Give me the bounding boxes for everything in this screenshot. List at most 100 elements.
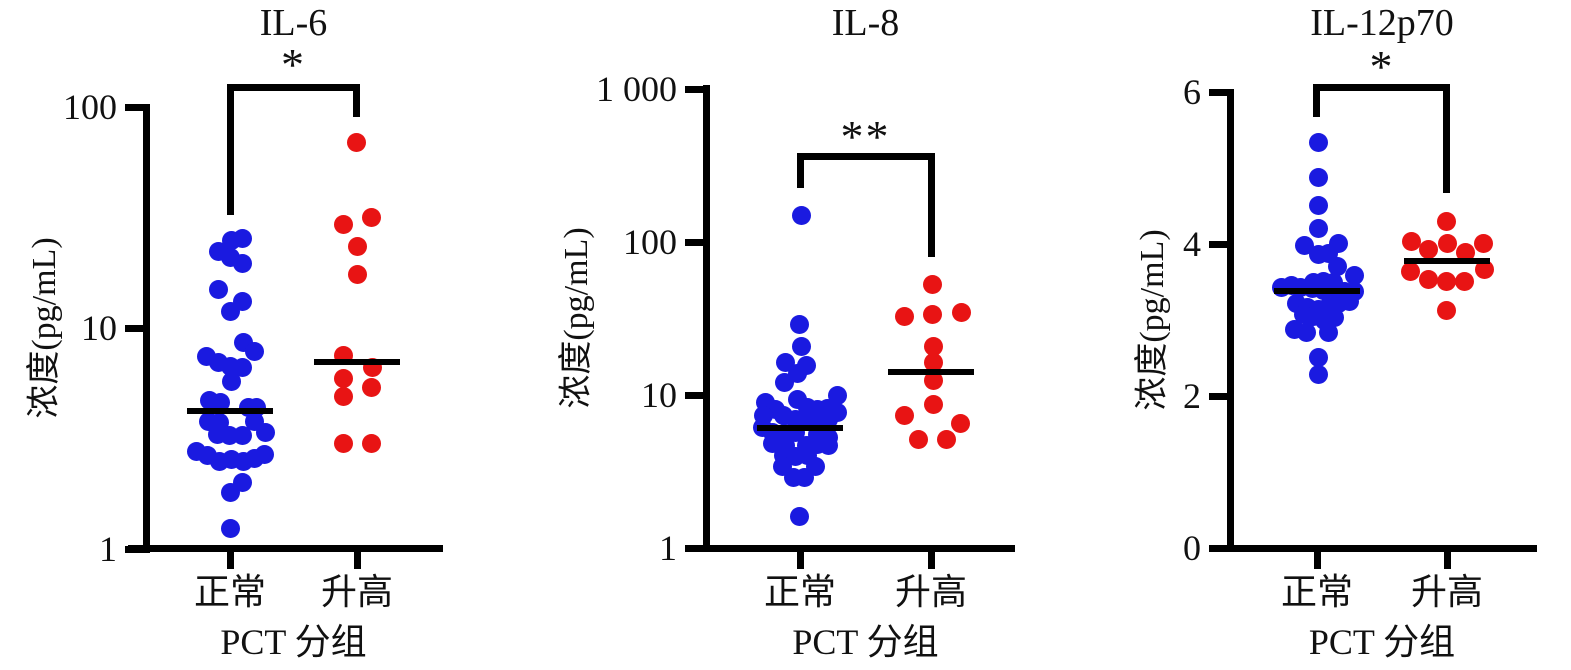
group-label-elevated: 升高 — [320, 572, 394, 612]
data-point — [922, 274, 942, 294]
data-point — [244, 342, 264, 362]
y-tick-mark — [125, 324, 150, 332]
data-point — [1308, 168, 1328, 188]
median-line — [314, 359, 400, 366]
data-point — [1454, 271, 1474, 291]
data-point — [221, 372, 241, 392]
y-tick-mark — [125, 545, 150, 553]
x-axis-line — [128, 545, 443, 552]
sig-bracket-arm-left — [1313, 84, 1320, 117]
data-point — [361, 434, 381, 454]
y-tick-label: 1 — [99, 529, 117, 569]
x-axis-line — [687, 545, 1015, 552]
data-point — [894, 405, 914, 425]
group-label-normal: 正常 — [193, 572, 267, 612]
data-point — [791, 205, 811, 225]
data-point — [254, 445, 274, 465]
data-point — [232, 358, 252, 378]
chart-title: IL-6 — [259, 2, 328, 44]
data-point — [1308, 219, 1328, 239]
x-tick-mark — [796, 552, 804, 569]
y-tick-mark — [125, 103, 150, 111]
group-label-elevated: 升高 — [1410, 572, 1484, 612]
data-point — [923, 336, 943, 356]
data-point — [210, 393, 230, 413]
median-line — [888, 369, 974, 376]
data-point — [1436, 211, 1456, 231]
data-point — [1308, 347, 1328, 367]
data-point — [936, 429, 956, 449]
x-axis-line — [1210, 545, 1537, 552]
y-tick-label: 1 000 — [596, 69, 677, 109]
y-tick-mark — [685, 391, 710, 399]
group-label-normal: 正常 — [763, 572, 837, 612]
data-point — [361, 208, 381, 228]
data-point — [922, 304, 942, 324]
data-point — [923, 370, 943, 390]
data-point — [818, 409, 838, 429]
y-axis-label: 浓度(pg/mL) — [558, 227, 595, 409]
data-point — [950, 414, 970, 434]
sig-bracket-bar — [227, 84, 360, 91]
sig-bracket-arm-right — [928, 153, 935, 257]
y-tick-mark — [1209, 544, 1234, 552]
y-tick-mark — [685, 85, 710, 93]
median-line — [187, 408, 273, 415]
significance-label: * — [1369, 41, 1395, 92]
y-axis-line — [1227, 89, 1234, 552]
data-point — [255, 423, 275, 443]
data-point — [1344, 266, 1364, 286]
data-point — [923, 394, 943, 414]
data-point — [1436, 271, 1456, 291]
x-axis-label: PCT 分组 — [792, 622, 939, 662]
data-point — [220, 301, 240, 321]
data-point — [774, 373, 794, 393]
data-point — [1318, 322, 1338, 342]
data-point — [220, 518, 240, 538]
y-tick-mark — [1209, 240, 1234, 248]
y-tick-label: 100 — [63, 87, 117, 127]
data-point — [1418, 239, 1438, 259]
significance-label: * — [281, 39, 306, 90]
data-point — [894, 306, 914, 326]
sig-bracket-bar — [1313, 84, 1450, 91]
x-tick-mark — [1313, 552, 1321, 569]
y-tick-mark — [1209, 88, 1234, 96]
data-point — [220, 483, 240, 503]
data-point — [1324, 308, 1344, 328]
data-point — [1308, 365, 1328, 385]
y-tick-label: 0 — [1183, 528, 1201, 568]
data-point — [1436, 300, 1456, 320]
y-tick-mark — [685, 238, 710, 246]
y-tick-mark — [685, 544, 710, 552]
y-tick-label: 1 — [659, 528, 677, 568]
y-tick-mark — [1209, 392, 1234, 400]
y-tick-label: 4 — [1183, 224, 1201, 264]
median-line — [1404, 257, 1490, 264]
chart-title: IL-8 — [831, 2, 900, 44]
data-point — [1418, 270, 1438, 290]
group-label-normal: 正常 — [1280, 572, 1354, 612]
data-point — [1473, 233, 1493, 253]
sig-bracket-arm-left — [227, 84, 234, 215]
data-point — [794, 467, 814, 487]
median-line — [1274, 288, 1360, 295]
data-point — [791, 336, 811, 356]
y-tick-label: 6 — [1183, 72, 1201, 112]
x-tick-mark — [927, 552, 935, 569]
sig-bracket-arm-right — [353, 84, 360, 117]
sig-bracket-arm-left — [797, 153, 804, 188]
chart-title: IL-12p70 — [1310, 2, 1454, 44]
x-tick-mark — [353, 552, 361, 569]
data-point — [333, 386, 353, 406]
sig-bracket-arm-right — [1443, 84, 1450, 193]
median-line — [757, 424, 843, 431]
y-tick-label: 100 — [623, 222, 677, 262]
y-tick-label: 2 — [1183, 376, 1201, 416]
data-point — [1296, 323, 1316, 343]
data-point — [1437, 233, 1457, 253]
y-axis-line — [703, 85, 710, 552]
data-point — [951, 302, 971, 322]
data-point — [789, 507, 809, 527]
